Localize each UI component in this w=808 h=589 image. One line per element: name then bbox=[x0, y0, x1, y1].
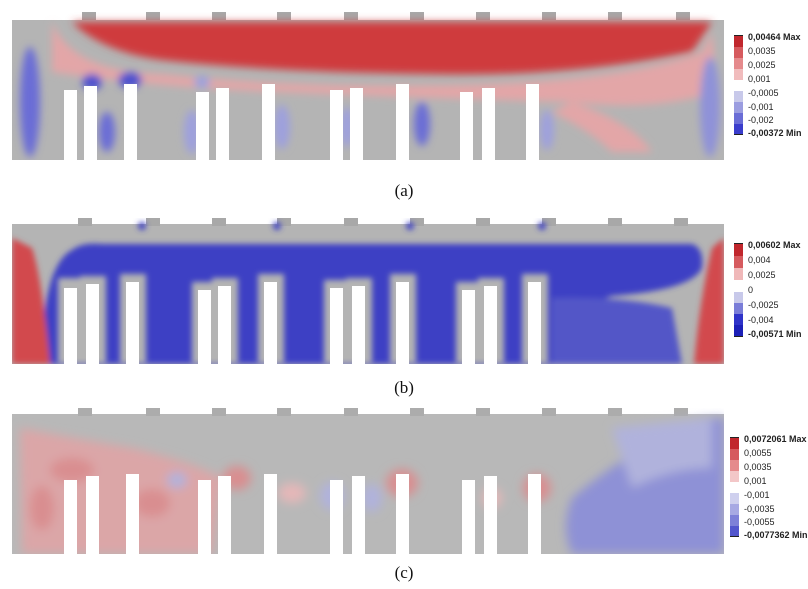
legend-min-b: -0,00571 Min bbox=[748, 329, 802, 339]
color-legend-c: 0,0072061 Max 0,0055 0,0035 0,001 -0,001… bbox=[730, 434, 808, 540]
legend-tick-c: 0,0055 bbox=[744, 448, 772, 458]
contour-plot-c bbox=[12, 408, 724, 554]
contour-plot-b bbox=[12, 218, 724, 364]
legend-tick-a: -0,001 bbox=[748, 102, 774, 112]
caption-a: (a) bbox=[394, 181, 414, 200]
legend-tick-b: -0,004 bbox=[748, 315, 774, 325]
color-legend-a: 0,00464 Max 0,0035 0,0025 0,001 -0,0005 … bbox=[734, 32, 808, 138]
legend-max-a: 0,00464 Max bbox=[748, 32, 801, 42]
legend-tick-b: 0 bbox=[748, 285, 754, 295]
legend-max-c: 0,0072061 Max bbox=[744, 434, 807, 444]
legend-max-b: 0,00602 Max bbox=[748, 240, 801, 250]
legend-tick-c: 0,001 bbox=[744, 476, 767, 486]
legend-tick-b: 0,004 bbox=[748, 255, 771, 265]
legend-tick-c: -0,0035 bbox=[744, 504, 775, 514]
color-legend-b: 0,00602 Max 0,004 0,0025 0 -0,0025 -0,00… bbox=[734, 240, 808, 339]
legend-tick-b: 0,0025 bbox=[748, 270, 776, 280]
legend-min-c: -0,0077362 Min bbox=[744, 530, 808, 540]
caption-c: (c) bbox=[394, 563, 414, 582]
legend-min-a: -0,00372 Min bbox=[748, 128, 802, 138]
legend-tick-c: -0,0055 bbox=[744, 517, 775, 527]
legend-tick-a: 0,001 bbox=[748, 74, 771, 84]
caption-b: (b) bbox=[394, 378, 414, 397]
panel-a: 0,00464 Max 0,0035 0,0025 0,001 -0,0005 … bbox=[0, 0, 808, 200]
legend-tick-c: 0,0035 bbox=[744, 462, 772, 472]
legend-tick-a: 0,0025 bbox=[748, 60, 776, 70]
legend-tick-a: 0,0035 bbox=[748, 46, 776, 56]
legend-tick-b: -0,0025 bbox=[748, 300, 779, 310]
legend-tick-a: -0,0005 bbox=[748, 88, 779, 98]
panel-b: 0,00602 Max 0,004 0,0025 0 -0,0025 -0,00… bbox=[12, 218, 808, 397]
legend-tick-a: -0,002 bbox=[748, 115, 774, 125]
contour-plot-a bbox=[12, 12, 724, 160]
legend-tick-c: -0,001 bbox=[744, 490, 770, 500]
